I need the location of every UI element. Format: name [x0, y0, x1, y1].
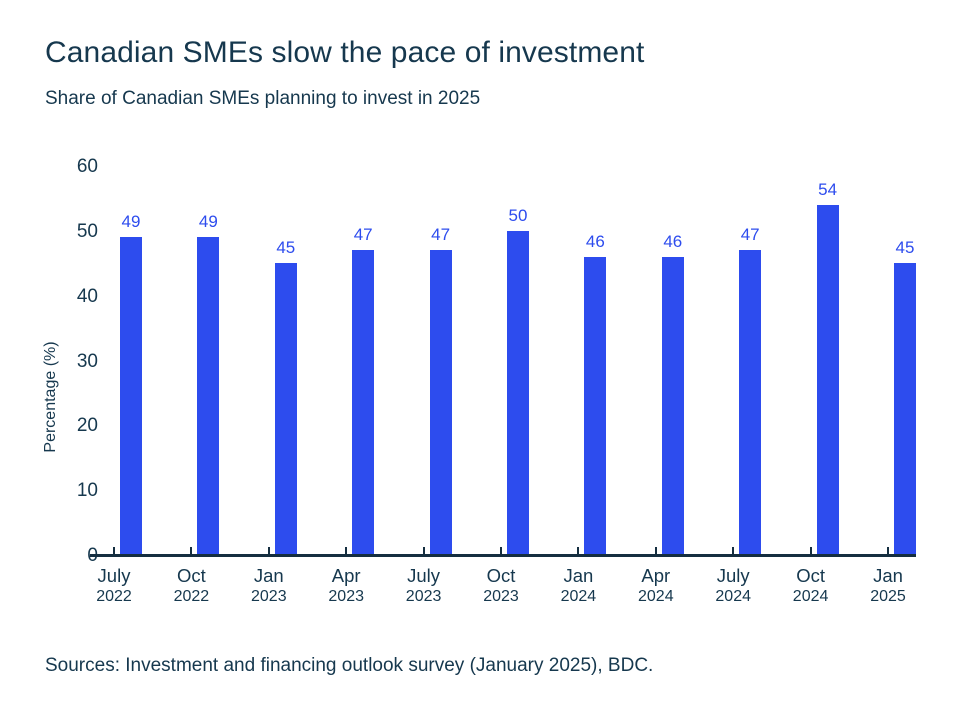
bar-value-label: 46	[585, 231, 605, 251]
x-label-year: 2025	[870, 588, 906, 605]
x-label-year: 2024	[792, 588, 829, 605]
bar	[352, 250, 375, 555]
x-label-year: 2023	[405, 588, 442, 605]
x-label-year: 2023	[328, 588, 364, 605]
bar-value-label: 45	[895, 238, 915, 258]
bar-value-label: 47	[353, 225, 373, 245]
bar-value-label: 47	[431, 225, 451, 245]
x-category-label: Oct 2023	[462, 565, 540, 607]
x-label-month: Oct	[796, 565, 825, 586]
x-tick-mark	[422, 547, 425, 555]
x-tick-mark	[654, 547, 657, 555]
x-category-label: July 2024	[694, 565, 772, 607]
bar-value-label: 49	[121, 212, 141, 232]
y-tick-label: 30	[76, 350, 98, 372]
x-label-month: Apr	[641, 565, 671, 586]
x-category-label: Oct 2022	[152, 565, 230, 607]
x-tick-mark	[732, 547, 735, 555]
bar	[429, 250, 452, 555]
x-label-month: July	[97, 565, 131, 586]
bar-value-label: 47	[740, 225, 760, 245]
x-label-year: 2024	[715, 588, 751, 605]
bar-value-label: 45	[276, 238, 296, 258]
bar-value-label: 50	[508, 205, 528, 225]
x-tick-mark	[190, 547, 193, 555]
x-label-month: July	[716, 565, 750, 586]
x-tick-mark	[113, 547, 115, 555]
y-tick-label: 40	[76, 285, 98, 307]
x-label-year: 2023	[251, 588, 287, 605]
bar	[120, 237, 142, 555]
x-category-label: Apr 2023	[307, 565, 385, 607]
x-tick-mark	[809, 547, 812, 555]
y-tick-label: 20	[76, 415, 98, 437]
bar	[584, 256, 607, 555]
x-tick-mark	[887, 547, 889, 555]
bar-value-label: 54	[818, 179, 838, 199]
source-note: Sources: Investment and financing outloo…	[45, 655, 654, 676]
x-category-label: July 2022	[75, 565, 153, 607]
y-tick-label: 10	[76, 480, 98, 502]
bar	[661, 256, 684, 555]
bar	[816, 204, 839, 555]
bar	[507, 230, 529, 555]
x-label-year: 2022	[173, 588, 210, 605]
bar	[197, 237, 220, 555]
x-category-label: Jan 2025	[849, 565, 927, 607]
x-tick-mark	[500, 547, 502, 555]
x-category-label: Jan 2024	[539, 565, 617, 607]
x-label-month: Jan	[873, 565, 903, 586]
x-label-month: Apr	[331, 565, 361, 586]
bar	[274, 263, 297, 555]
y-tick-label: 50	[76, 220, 98, 242]
x-label-month: Oct	[486, 565, 516, 586]
x-category-label: Oct 2024	[772, 565, 850, 607]
x-label-year: 2023	[483, 588, 519, 605]
page-title: Canadian SMEs slow the pace of investmen…	[45, 36, 645, 69]
x-tick-mark	[345, 547, 348, 555]
bar-value-label: 46	[663, 231, 683, 251]
bar	[739, 250, 762, 555]
x-label-month: July	[407, 565, 441, 586]
x-label-month: Jan	[563, 565, 594, 586]
x-category-label: Apr 2024	[617, 565, 695, 607]
bar	[894, 263, 916, 555]
x-tick-mark	[577, 547, 580, 555]
y-tick-label: 60	[76, 156, 98, 177]
x-label-year: 2024	[638, 588, 674, 605]
x-label-year: 2022	[96, 588, 132, 605]
x-label-year: 2024	[560, 588, 597, 605]
x-axis-line	[90, 554, 916, 557]
bar-value-label: 49	[198, 212, 218, 232]
x-category-label: Jan 2023	[230, 565, 308, 607]
x-tick-mark	[267, 547, 270, 555]
chart-subtitle: Share of Canadian SMEs planning to inves…	[45, 88, 481, 109]
x-category-label: July 2023	[385, 565, 463, 607]
x-label-month: Jan	[253, 565, 284, 586]
y-tick-label: 0	[38, 546, 98, 565]
x-label-month: Oct	[177, 565, 206, 586]
